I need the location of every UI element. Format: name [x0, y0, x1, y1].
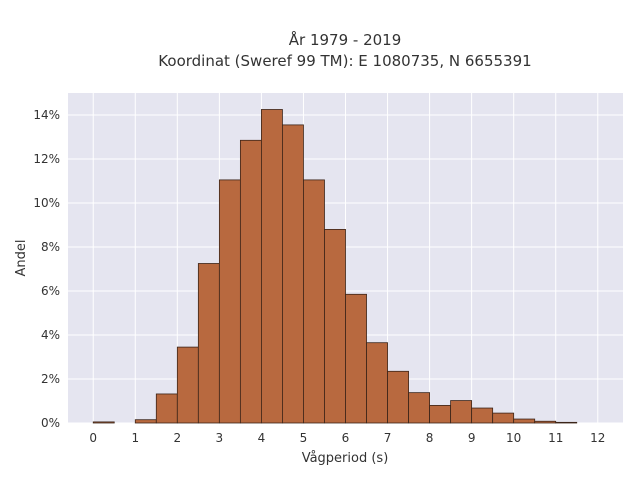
histogram-bar: [155, 393, 178, 424]
chart-title-line1: År 1979 - 2019: [289, 30, 402, 49]
x-tick-label: 12: [590, 431, 605, 445]
histogram-bar: [429, 404, 452, 424]
y-tick-label: 6%: [41, 284, 60, 298]
histogram-bar: [408, 392, 430, 424]
x-tick-label: 4: [258, 431, 266, 445]
y-tick-label: 14%: [33, 108, 60, 122]
x-tick-label: 6: [342, 431, 350, 445]
x-tick-label: 11: [548, 431, 563, 445]
histogram-bar: [176, 346, 199, 424]
histogram-bar: [492, 412, 515, 424]
y-tick-label: 12%: [33, 152, 60, 166]
histogram-bar: [345, 293, 367, 424]
y-tick-label: 0%: [41, 416, 60, 430]
x-tick-label: 7: [384, 431, 392, 445]
histogram-bar: [471, 407, 494, 424]
histogram-bar: [324, 228, 346, 424]
histogram-bar: [92, 421, 115, 424]
x-tick-label: 1: [131, 431, 139, 445]
y-tick-label: 4%: [41, 328, 60, 342]
histogram-bar: [282, 124, 304, 424]
y-tick-label: 10%: [33, 196, 60, 210]
histogram-bar: [261, 109, 283, 424]
histogram-bar: [534, 420, 557, 424]
x-tick-label: 5: [300, 431, 308, 445]
histogram-bar: [303, 179, 325, 424]
x-tick-label: 9: [468, 431, 476, 445]
y-tick-label: 8%: [41, 240, 60, 254]
bars: [92, 109, 578, 424]
histogram-bar: [555, 421, 578, 424]
histogram-bar: [239, 139, 262, 424]
histogram-bar: [450, 400, 473, 424]
y-tick-label: 2%: [41, 372, 60, 386]
x-tick-label: 2: [173, 431, 181, 445]
histogram-bar: [513, 418, 536, 424]
y-axis-label: Andel: [14, 240, 29, 277]
x-tick-label: 10: [506, 431, 521, 445]
histogram-bar: [134, 419, 157, 424]
x-ticks: 0 1 2 3 4 5 6 7 8 9 10 11 12: [89, 431, 605, 445]
x-tick-label: 0: [89, 431, 97, 445]
x-tick-label: 8: [426, 431, 434, 445]
histogram-bar: [197, 263, 220, 424]
x-tick-label: 3: [216, 431, 224, 445]
x-axis-label: Vågperiod (s): [302, 451, 389, 466]
chart-title-line2: Koordinat (Sweref 99 TM): E 1080735, N 6…: [158, 52, 531, 70]
histogram-bar: [366, 342, 388, 424]
y-ticks: 0% 2% 4% 6% 8% 10% 12% 14%: [33, 108, 60, 430]
histogram-bar: [387, 370, 409, 424]
histogram-bar: [218, 179, 241, 424]
